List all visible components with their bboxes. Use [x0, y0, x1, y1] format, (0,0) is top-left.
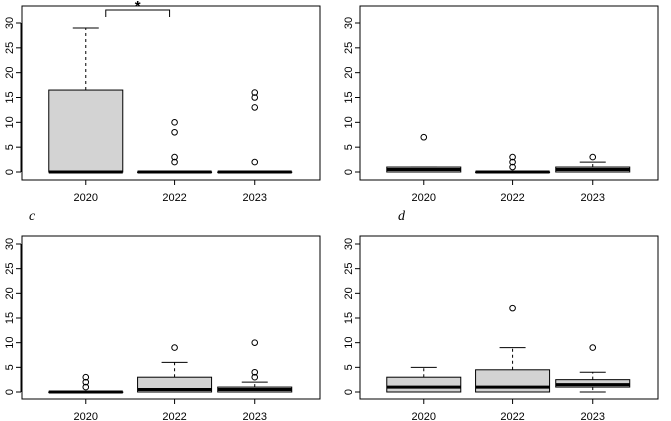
box-iqr	[386, 376, 462, 393]
outlier-point	[420, 133, 428, 141]
y-tick-label: 30	[343, 238, 355, 250]
x-tick-label: 2020	[74, 411, 98, 421]
x-tick-label: 2020	[412, 411, 436, 421]
y-tick-label: 15	[4, 91, 16, 103]
outlier-point	[82, 373, 90, 381]
y-tick-label: 0	[343, 169, 355, 175]
y-tick-label: 0	[4, 389, 16, 395]
y-tick-label: 15	[4, 312, 16, 324]
x-tick-label: 2023	[242, 192, 266, 204]
y-tick-label: 10	[4, 116, 16, 128]
outlier-point	[251, 373, 259, 381]
y-tick-label: 15	[343, 91, 355, 103]
significance-bracket	[105, 9, 171, 17]
y-tick-label: 25	[4, 263, 16, 275]
x-tick-label: 2020	[74, 192, 98, 204]
y-tick-label: 25	[343, 42, 355, 54]
y-tick-label: 0	[343, 389, 355, 395]
y-tick-label: 10	[343, 116, 355, 128]
outlier-point	[82, 378, 90, 386]
outlier-point	[589, 344, 597, 351]
outlier-point	[509, 158, 516, 166]
y-tick-label: 5	[343, 364, 355, 370]
y-tick-label: 20	[4, 287, 16, 299]
x-tick-label: 2022	[500, 192, 524, 204]
y-tick-label: 30	[4, 17, 16, 29]
y-tick-label: 5	[4, 364, 16, 370]
x-tick-label: 2023	[242, 411, 266, 421]
x-tick-label: 2023	[580, 411, 604, 421]
outlier-point	[251, 339, 259, 346]
plot-frame	[21, 235, 321, 400]
y-tick-label: 5	[4, 144, 16, 150]
outlier-point	[171, 158, 178, 166]
outlier-point	[171, 128, 178, 136]
outlier-point	[251, 158, 259, 166]
outlier-point	[509, 304, 516, 312]
outlier-point	[589, 153, 597, 161]
x-tick-label: 2020	[412, 192, 436, 204]
outlier-point	[82, 383, 90, 391]
outlier-point	[171, 153, 178, 161]
outlier-point	[251, 89, 259, 96]
box-iqr	[475, 369, 551, 393]
y-tick-label: 15	[343, 312, 355, 324]
y-tick-label: 5	[343, 144, 355, 150]
x-tick-label: 2022	[162, 192, 186, 204]
y-tick-label: 30	[343, 17, 355, 29]
panel-label: c	[29, 209, 36, 224]
y-tick-label: 30	[4, 238, 16, 250]
y-tick-label: 25	[4, 42, 16, 54]
plot-frame	[359, 5, 659, 181]
outlier-point	[509, 163, 516, 171]
y-tick-label: 25	[343, 263, 355, 275]
significance-marker: *	[135, 0, 141, 15]
x-tick-label: 2022	[162, 411, 186, 421]
y-tick-label: 20	[343, 287, 355, 299]
panel-label: d	[398, 209, 406, 224]
y-tick-label: 10	[4, 337, 16, 349]
y-tick-label: 0	[4, 169, 16, 175]
outlier-point	[251, 104, 259, 111]
outlier-point	[251, 368, 259, 376]
outlier-point	[251, 94, 259, 101]
y-tick-label: 20	[343, 67, 355, 79]
outlier-point	[171, 119, 178, 126]
y-tick-label: 10	[343, 337, 355, 349]
box-iqr	[48, 89, 124, 173]
y-tick-label: 20	[4, 67, 16, 79]
x-tick-label: 2023	[580, 192, 604, 204]
x-tick-label: 2022	[500, 411, 524, 421]
outlier-point	[509, 153, 516, 161]
outlier-point	[171, 344, 178, 351]
